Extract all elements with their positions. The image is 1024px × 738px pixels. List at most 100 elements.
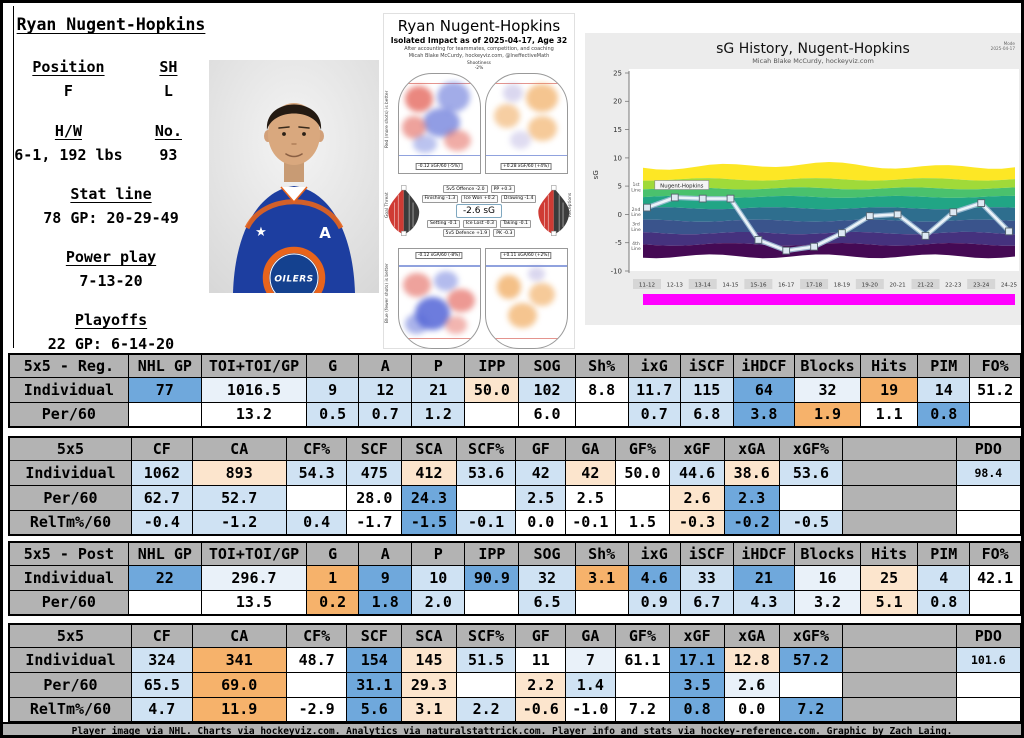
- column-header: GA: [565, 623, 616, 648]
- column-header: A: [358, 541, 413, 566]
- stat-cell: 145: [401, 646, 457, 673]
- stat-cell: 0.4: [285, 509, 348, 536]
- stat-cell: 42: [515, 459, 567, 486]
- stat-cell: 21: [411, 376, 466, 403]
- stat-cell: 22: [127, 564, 202, 591]
- svg-text:Line: Line: [631, 212, 641, 218]
- stat-cell: [969, 589, 1021, 616]
- number-value: 93: [159, 146, 178, 164]
- column-header: PIM: [917, 353, 971, 378]
- stat-cell: 33: [679, 564, 734, 591]
- row-label: Individual: [8, 564, 129, 591]
- impact-note-2: Micah Blake McCurdy, hockeyviz.com, @Ine…: [408, 53, 550, 59]
- column-header: Blocks: [793, 541, 862, 566]
- stat-cell: [614, 484, 671, 511]
- column-header: Hits: [860, 541, 919, 566]
- column-header: SCF%: [455, 623, 517, 648]
- star-patch-icon: ★: [255, 225, 267, 240]
- stat-cell: -1.0: [565, 696, 616, 723]
- column-header: FO%: [969, 541, 1021, 566]
- svg-text:5: 5: [618, 183, 622, 191]
- svg-text:4th: 4th: [632, 241, 640, 247]
- column-header: [842, 436, 957, 461]
- credit-footer: Player image via NHL. Charts via hockeyv…: [3, 722, 1021, 735]
- stat-cell: 0.8: [669, 696, 725, 723]
- svg-text:2025-04-17: 2025-04-17: [991, 46, 1016, 51]
- svg-text:Line: Line: [631, 227, 641, 233]
- svg-text:Line: Line: [631, 246, 641, 252]
- column-header: TOI+TOI/GP: [200, 541, 308, 566]
- receptions-violin: [538, 185, 570, 237]
- defence-left-value: -0.12 xGA/60 (-8%): [415, 252, 463, 260]
- stat-cell: 115: [679, 376, 734, 403]
- column-header: [842, 623, 957, 648]
- stat-cell: 7.2: [778, 696, 844, 723]
- stat-cell: 296.7: [200, 564, 308, 591]
- stat-cell: [842, 696, 957, 723]
- stat-cell: 2.0: [411, 589, 466, 616]
- impact-nodes: 5v5 Offence -2.0 PP +0.3 Finishing -1.3 …: [421, 185, 537, 238]
- impact-node: Drawing -1.4: [500, 194, 537, 203]
- stat-cell: 28.0: [346, 484, 403, 511]
- stat-cell: 11: [515, 646, 567, 673]
- player-name: Ryan Nugent-Hopkins: [16, 15, 206, 34]
- stat-cell: [955, 671, 1021, 698]
- stat-cell: [842, 646, 957, 673]
- stat-cell: 1.4: [565, 671, 616, 698]
- stat-cell: 2.2: [515, 671, 567, 698]
- team-logo: OILERS: [262, 246, 326, 310]
- stat-cell: 0.8: [917, 589, 971, 616]
- player-headshot-illustration: ★ A OILERS: [209, 60, 379, 310]
- stat-cell: 19: [860, 376, 919, 403]
- column-header: xGF%: [778, 436, 844, 461]
- column-header: iHDCF: [732, 353, 795, 378]
- column-header: Sh%: [574, 541, 629, 566]
- position-value: F: [63, 82, 73, 100]
- stat-cell: [842, 484, 957, 511]
- svg-text:Nugent-Hopkins: Nugent-Hopkins: [660, 183, 703, 189]
- stat-cell: [464, 401, 520, 428]
- stat-cell: 54.3: [285, 459, 348, 486]
- stat-cell: 32: [518, 564, 576, 591]
- svg-text:14-15: 14-15: [722, 283, 739, 289]
- stat-cell: 53.6: [778, 459, 844, 486]
- statline-value: 78 GP: 20-29-49: [43, 209, 179, 227]
- stat-cell: 6.5: [518, 589, 576, 616]
- column-header: CA: [191, 623, 287, 648]
- column-header: Sh%: [574, 353, 629, 378]
- stat-cell: 4.6: [627, 564, 681, 591]
- column-header: PIM: [917, 541, 971, 566]
- stat-cell: 7.2: [614, 696, 671, 723]
- column-header: SOG: [518, 541, 576, 566]
- stat-cell: 10: [411, 564, 466, 591]
- column-header: CF%: [285, 623, 348, 648]
- row-label: Individual: [8, 459, 132, 486]
- svg-text:sG: sG: [592, 170, 600, 179]
- stat-cell: 2.6: [723, 671, 780, 698]
- stat-cell: 101.6: [955, 646, 1021, 673]
- table-title: 5x5: [8, 623, 132, 648]
- table-row: Per/60 65.5 69.0 31.1 29.3 2.2 1.4 3.5 2.6: [8, 671, 1021, 698]
- bio-grid: Position F SH L H/W 6-1, 192 lbs No. 93: [11, 58, 211, 164]
- shoots-label: SH: [159, 58, 178, 76]
- stat-cell: 2.6: [669, 484, 725, 511]
- powerplay-label: Power play: [65, 248, 157, 266]
- svg-text:13-14: 13-14: [695, 283, 712, 289]
- svg-text:20-21: 20-21: [889, 283, 906, 289]
- table-row: Individual 324 341 48.7 154 145 51.5 11 7 61.1 17.…: [8, 646, 1021, 673]
- stat-cell: 69.0: [191, 671, 287, 698]
- column-header: FO%: [969, 353, 1021, 378]
- stat-cell: [455, 484, 517, 511]
- impact-node: 5v5 Defence +1.9: [442, 229, 491, 238]
- stat-cell: 21: [732, 564, 795, 591]
- column-header: P: [411, 353, 466, 378]
- stat-cell: 38.6: [723, 459, 780, 486]
- column-header: SOG: [518, 353, 576, 378]
- column-header: PDO: [955, 623, 1021, 648]
- defence-heatmaps: -0.12 xGA/60 (-8%) +0.11 xGA/60 (+2%): [391, 248, 574, 350]
- column-header: Hits: [860, 353, 919, 378]
- stat-cell: 17.1: [669, 646, 725, 673]
- column-header: xGF: [669, 436, 725, 461]
- stat-cell: 893: [191, 459, 287, 486]
